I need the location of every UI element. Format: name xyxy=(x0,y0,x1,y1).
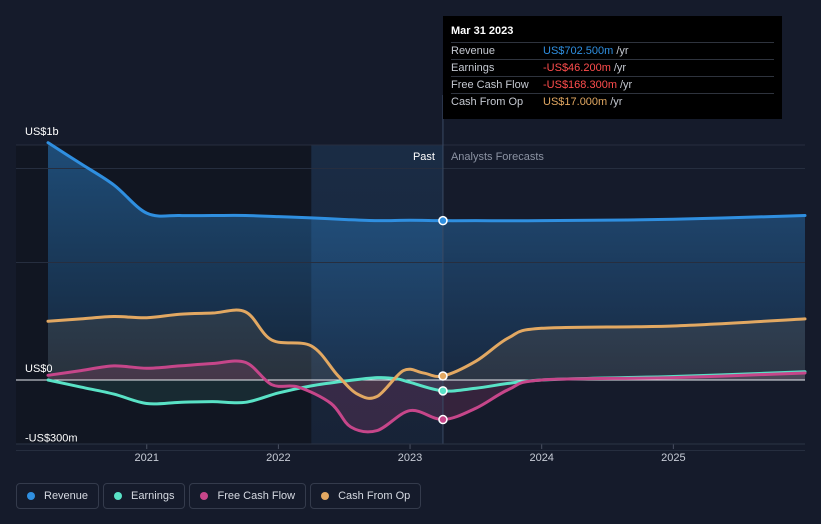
legend: Revenue Earnings Free Cash Flow Cash Fro… xyxy=(16,483,422,511)
legend-label: Free Cash Flow xyxy=(217,490,296,502)
tooltip-unit: /yr xyxy=(610,96,623,108)
revenue-line xyxy=(46,141,807,223)
tooltip-label: Cash From Op xyxy=(451,96,524,108)
y-bottom-label: -US$300m xyxy=(25,433,78,445)
legend-dot xyxy=(114,492,123,500)
cash-from-op-line xyxy=(46,308,807,400)
tooltip-unit: /yr xyxy=(616,45,629,57)
forecast-label: Analysts Forecasts xyxy=(451,151,544,163)
y-top-label: US$1b xyxy=(25,126,59,138)
legend-label: Revenue xyxy=(44,490,89,502)
revenue-area xyxy=(48,142,805,380)
past-label: Past xyxy=(413,151,435,163)
tooltip-date: Mar 31 2023 xyxy=(451,25,514,37)
tooltip-unit: /yr xyxy=(620,79,633,91)
tooltip-value: -US$46.200m xyxy=(543,62,611,74)
tooltip-row-free-cash-flow: Free Cash Flow -US$168.300m /yr xyxy=(451,76,774,93)
x-tick-label: 2023 xyxy=(398,452,422,464)
legend-item-free-cash-flow[interactable]: Free Cash Flow xyxy=(189,483,307,509)
tooltip-value: US$702.500m xyxy=(543,45,614,57)
legend-label: Earnings xyxy=(131,490,175,502)
x-tick-label: 2021 xyxy=(134,452,158,464)
x-tick-label: 2024 xyxy=(529,452,553,464)
tooltip-row-cash-from-op: Cash From Op US$17.000m /yr xyxy=(451,93,774,110)
cash-from-op-point xyxy=(438,371,448,381)
tooltip-row-revenue: Revenue US$702.500m /yr xyxy=(451,42,774,59)
legend-dot xyxy=(321,492,330,500)
free-cash-flow-line xyxy=(46,359,807,434)
tooltip-label: Earnings xyxy=(451,62,495,74)
tooltip-label: Revenue xyxy=(451,45,496,57)
tooltip-value: US$17.000m xyxy=(543,96,608,108)
free-cash-flow-point xyxy=(438,414,448,425)
x-tick-label: 2022 xyxy=(266,452,290,464)
legend-dot xyxy=(27,492,35,500)
x-tick-label: 2025 xyxy=(661,452,685,464)
tooltip-unit: /yr xyxy=(613,62,627,74)
tooltip-value: -US$168.300m xyxy=(543,79,617,91)
tooltip-label: Free Cash Flow xyxy=(451,79,529,91)
tooltip-row-earnings: Earnings -US$46.200m /yr xyxy=(451,59,774,76)
legend-item-revenue[interactable]: Revenue xyxy=(16,483,100,509)
legend-label: Cash From Op xyxy=(338,490,411,502)
y-zero-label: US$0 xyxy=(25,363,53,375)
revenue-point xyxy=(438,215,448,226)
legend-dot xyxy=(200,492,209,500)
legend-item-cash-from-op[interactable]: Cash From Op xyxy=(310,483,422,509)
legend-item-earnings[interactable]: Earnings xyxy=(103,483,186,509)
tooltip: Mar 31 2023 Revenue US$702.500m /yr Earn… xyxy=(443,16,782,119)
earnings-point xyxy=(438,386,448,396)
